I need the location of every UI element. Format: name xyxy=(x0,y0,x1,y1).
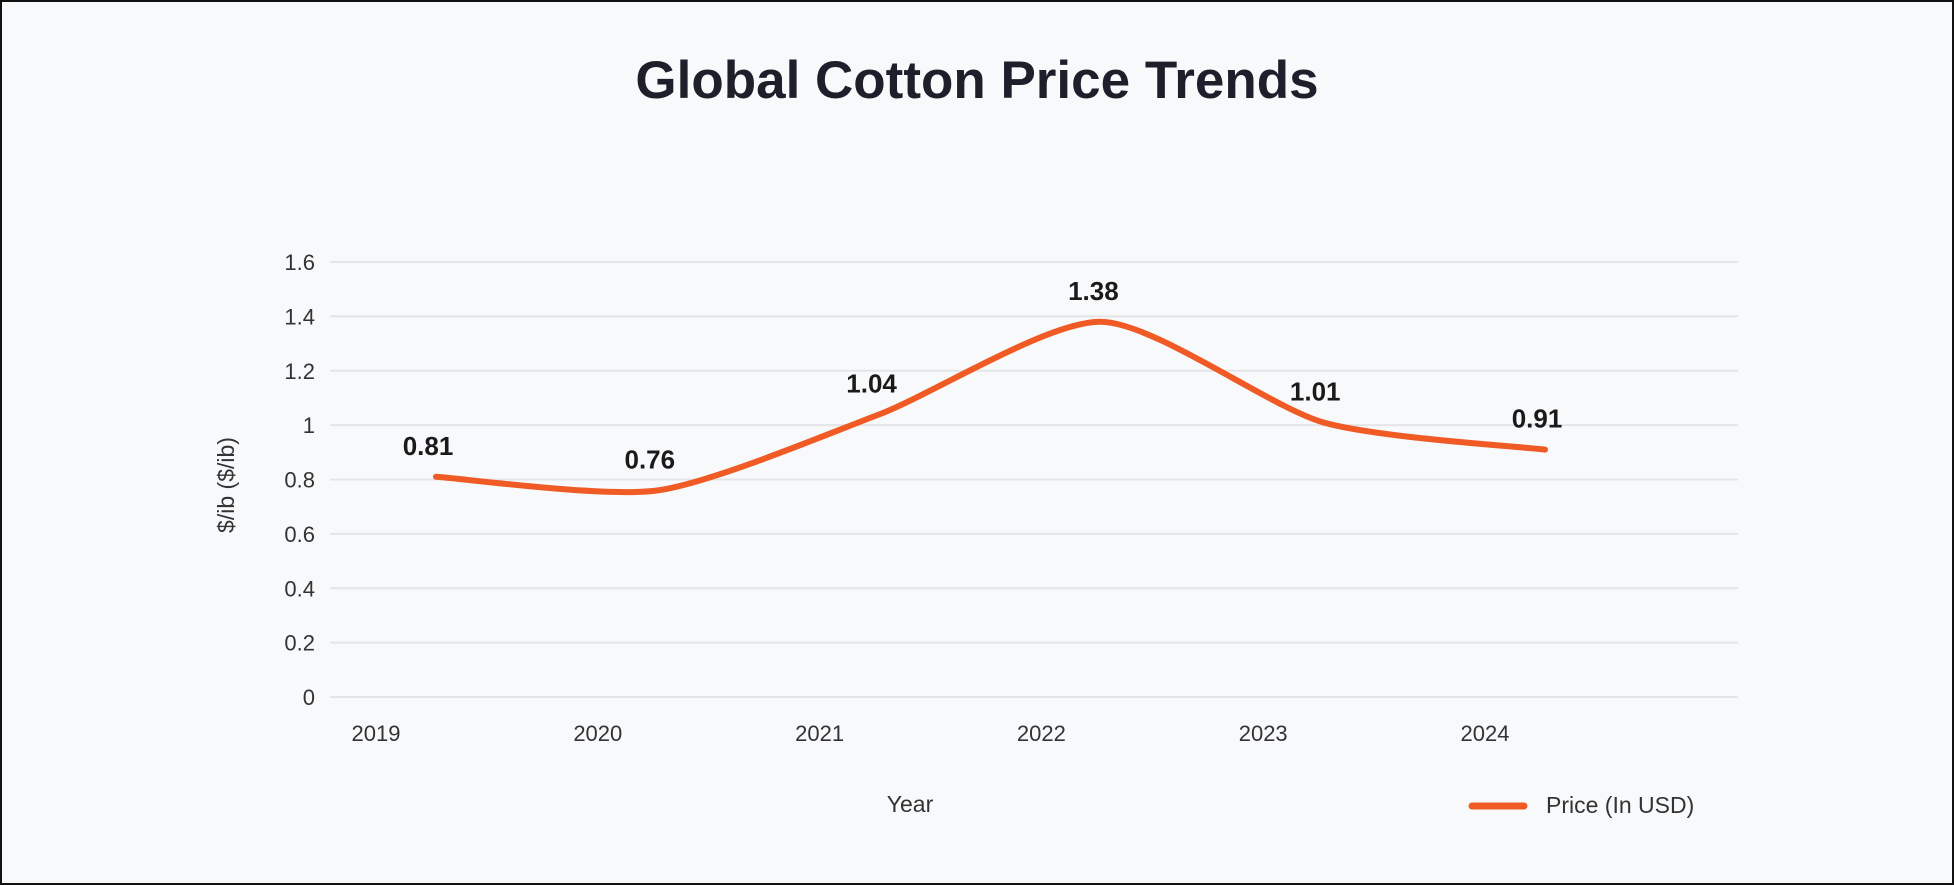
y-tick-label: 1.4 xyxy=(284,304,315,329)
y-tick-label: 0.2 xyxy=(284,631,315,656)
y-tick-label: 0.6 xyxy=(284,522,315,547)
data-label: 0.91 xyxy=(1512,404,1563,434)
x-tick-label: 2022 xyxy=(1017,721,1066,746)
x-tick-label: 2019 xyxy=(352,721,401,746)
data-label: 0.76 xyxy=(624,444,675,474)
data-label: 1.01 xyxy=(1290,376,1341,406)
y-tick-label: 0.8 xyxy=(284,468,315,493)
y-tick-label: 0 xyxy=(303,685,315,710)
chart-title: Global Cotton Price Trends xyxy=(635,51,1319,110)
y-tick-label: 1.6 xyxy=(284,250,315,275)
data-label: 1.04 xyxy=(846,368,897,398)
x-axis-label: Year xyxy=(887,791,934,817)
y-tick-label: 1.2 xyxy=(284,359,315,384)
legend-label: Price (In USD) xyxy=(1546,792,1694,818)
y-tick-label: 1 xyxy=(303,413,315,438)
data-label: 0.81 xyxy=(403,431,454,461)
y-axis-label: $/ib ($/ib) xyxy=(213,437,239,533)
x-tick-label: 2021 xyxy=(795,721,844,746)
series-line-price xyxy=(433,318,1548,496)
x-tick-label: 2020 xyxy=(573,721,622,746)
x-tick-label: 2024 xyxy=(1461,721,1510,746)
x-tick-label: 2023 xyxy=(1239,721,1288,746)
y-tick-label: 0.4 xyxy=(284,576,315,601)
data-label: 1.38 xyxy=(1068,276,1119,306)
